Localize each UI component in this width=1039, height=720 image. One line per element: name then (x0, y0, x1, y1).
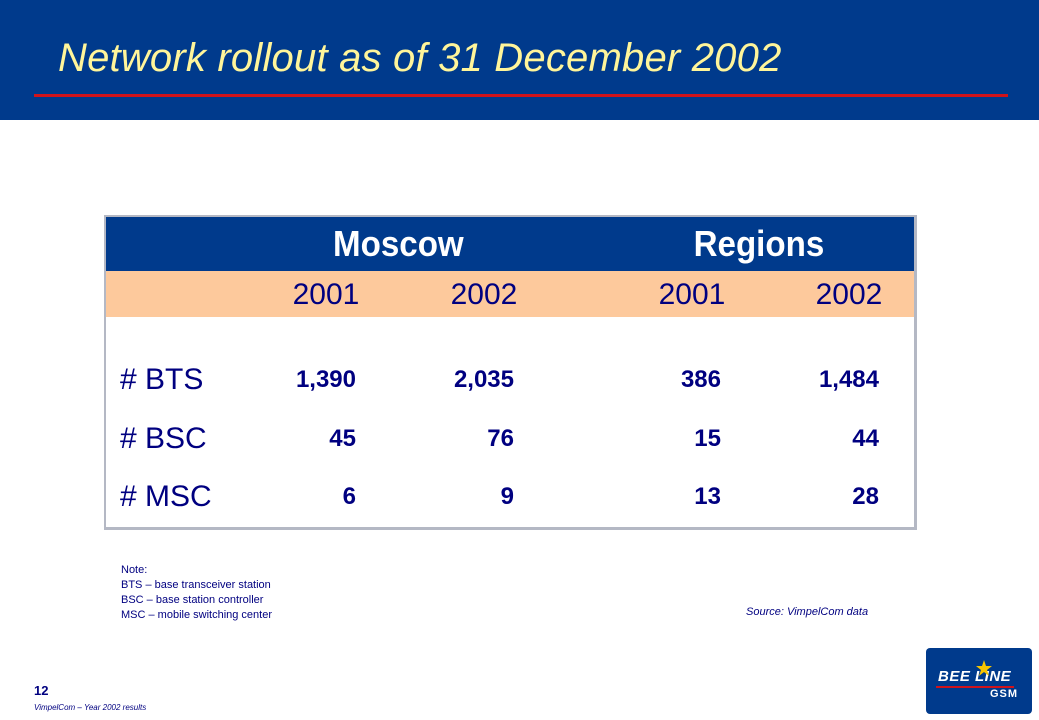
abbreviation-notes: Note: BTS – base transceiver station BSC… (121, 563, 272, 623)
row-label-bts: # BTS (120, 363, 204, 396)
source-note: Source: VimpelCom data (746, 606, 869, 618)
table-row-bsc: # BSC 45 76 15 44 (106, 416, 914, 466)
logo-wordmark: BEE LINE (938, 668, 1012, 685)
year-header: 2001 (292, 278, 360, 311)
title-underline (34, 94, 1008, 97)
table-cell: 28 (852, 483, 879, 510)
region-header-moscow: Moscow (333, 223, 464, 264)
table-cell: 44 (852, 425, 879, 452)
region-header-regions: Regions (693, 223, 825, 264)
note-line: BTS – base transceiver station (121, 579, 271, 591)
note-line: BSC – base station controller (121, 594, 264, 606)
header-band (0, 0, 1039, 120)
table-cell: 15 (694, 425, 721, 452)
table-cell: 9 (500, 483, 514, 510)
year-header: 2001 (658, 278, 726, 311)
table-cell: 386 (680, 366, 721, 393)
table-cell: 1,390 (295, 366, 356, 393)
page-number: 12 (34, 683, 49, 698)
table-cell: 2,035 (453, 366, 514, 393)
footer-text: VimpelCom – Year 2002 results (34, 703, 147, 712)
year-header-row: 2001 2002 2001 2002 (106, 271, 914, 317)
beeline-logo: BEE LINE GSM (926, 648, 1032, 714)
table-cell: 76 (487, 425, 514, 452)
table-cell: 13 (694, 483, 721, 510)
year-header: 2002 (815, 278, 883, 311)
year-header: 2002 (450, 278, 518, 311)
logo-swoosh (936, 686, 1014, 688)
star-icon (976, 660, 992, 676)
region-header-row: Moscow Regions (106, 217, 914, 271)
network-table: Moscow Regions 2001 2002 2001 2002 # BTS… (104, 215, 917, 530)
table-cell: 1,484 (818, 366, 879, 393)
note-heading: Note: (121, 564, 148, 576)
table-cell: 6 (342, 483, 356, 510)
table-row-bts: # BTS 1,390 2,035 386 1,484 (106, 357, 914, 407)
slide-title: Network rollout as of 31 December 2002 (58, 36, 782, 80)
row-label-msc: # MSC (120, 480, 212, 513)
table-row-msc: # MSC 6 9 13 28 (106, 474, 914, 524)
row-label-bsc: # BSC (120, 422, 207, 455)
table-cell: 45 (329, 425, 356, 452)
logo-gsm-label: GSM (990, 688, 1019, 700)
note-line: MSC – mobile switching center (121, 609, 273, 621)
